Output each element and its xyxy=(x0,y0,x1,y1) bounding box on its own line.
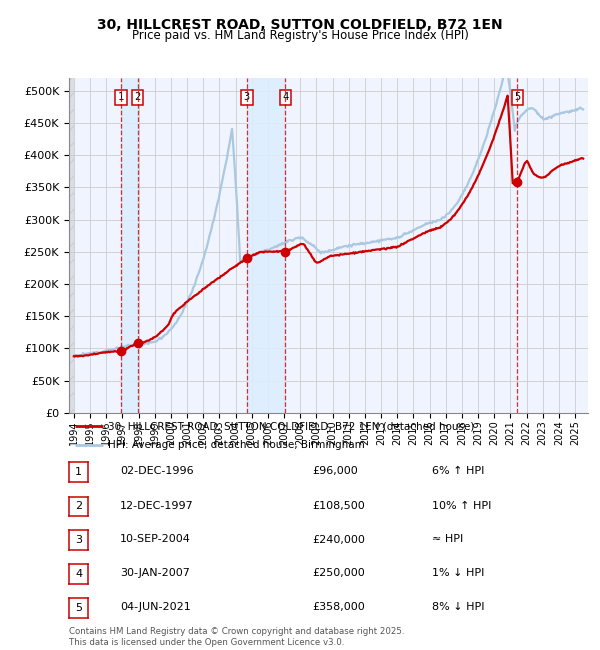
Text: Contains HM Land Registry data © Crown copyright and database right 2025.
This d: Contains HM Land Registry data © Crown c… xyxy=(69,627,404,647)
Text: £108,500: £108,500 xyxy=(312,500,365,511)
Text: 04-JUN-2021: 04-JUN-2021 xyxy=(120,602,191,612)
Text: 2: 2 xyxy=(75,501,82,512)
Bar xyxy=(121,78,138,413)
Text: 10-SEP-2004: 10-SEP-2004 xyxy=(120,534,191,545)
Text: 02-DEC-1996: 02-DEC-1996 xyxy=(120,466,194,476)
Text: 4: 4 xyxy=(282,92,289,102)
Text: HPI: Average price, detached house, Birmingham: HPI: Average price, detached house, Birm… xyxy=(108,440,365,450)
Text: £240,000: £240,000 xyxy=(312,534,365,545)
Text: 1: 1 xyxy=(118,92,124,102)
Text: 12-DEC-1997: 12-DEC-1997 xyxy=(120,500,194,511)
Text: 3: 3 xyxy=(244,92,250,102)
Text: 6% ↑ HPI: 6% ↑ HPI xyxy=(432,466,484,476)
Text: 2: 2 xyxy=(134,92,141,102)
Text: ≈ HPI: ≈ HPI xyxy=(432,534,463,545)
Text: 3: 3 xyxy=(75,535,82,545)
Text: 10% ↑ HPI: 10% ↑ HPI xyxy=(432,500,491,511)
Text: 30, HILLCREST ROAD, SUTTON COLDFIELD, B72 1EN: 30, HILLCREST ROAD, SUTTON COLDFIELD, B7… xyxy=(97,18,503,32)
Text: 5: 5 xyxy=(514,92,520,102)
Text: 5: 5 xyxy=(75,603,82,613)
Text: 1: 1 xyxy=(75,467,82,477)
Text: £96,000: £96,000 xyxy=(312,466,358,476)
Text: 30-JAN-2007: 30-JAN-2007 xyxy=(120,568,190,578)
Text: Price paid vs. HM Land Registry's House Price Index (HPI): Price paid vs. HM Land Registry's House … xyxy=(131,29,469,42)
Text: 8% ↓ HPI: 8% ↓ HPI xyxy=(432,602,485,612)
Text: 4: 4 xyxy=(75,569,82,579)
Text: 1% ↓ HPI: 1% ↓ HPI xyxy=(432,568,484,578)
Bar xyxy=(66,78,74,413)
Text: £250,000: £250,000 xyxy=(312,568,365,578)
Text: £358,000: £358,000 xyxy=(312,602,365,612)
Text: 30, HILLCREST ROAD, SUTTON COLDFIELD, B72 1EN (detached house): 30, HILLCREST ROAD, SUTTON COLDFIELD, B7… xyxy=(108,421,475,431)
Bar xyxy=(247,78,286,413)
